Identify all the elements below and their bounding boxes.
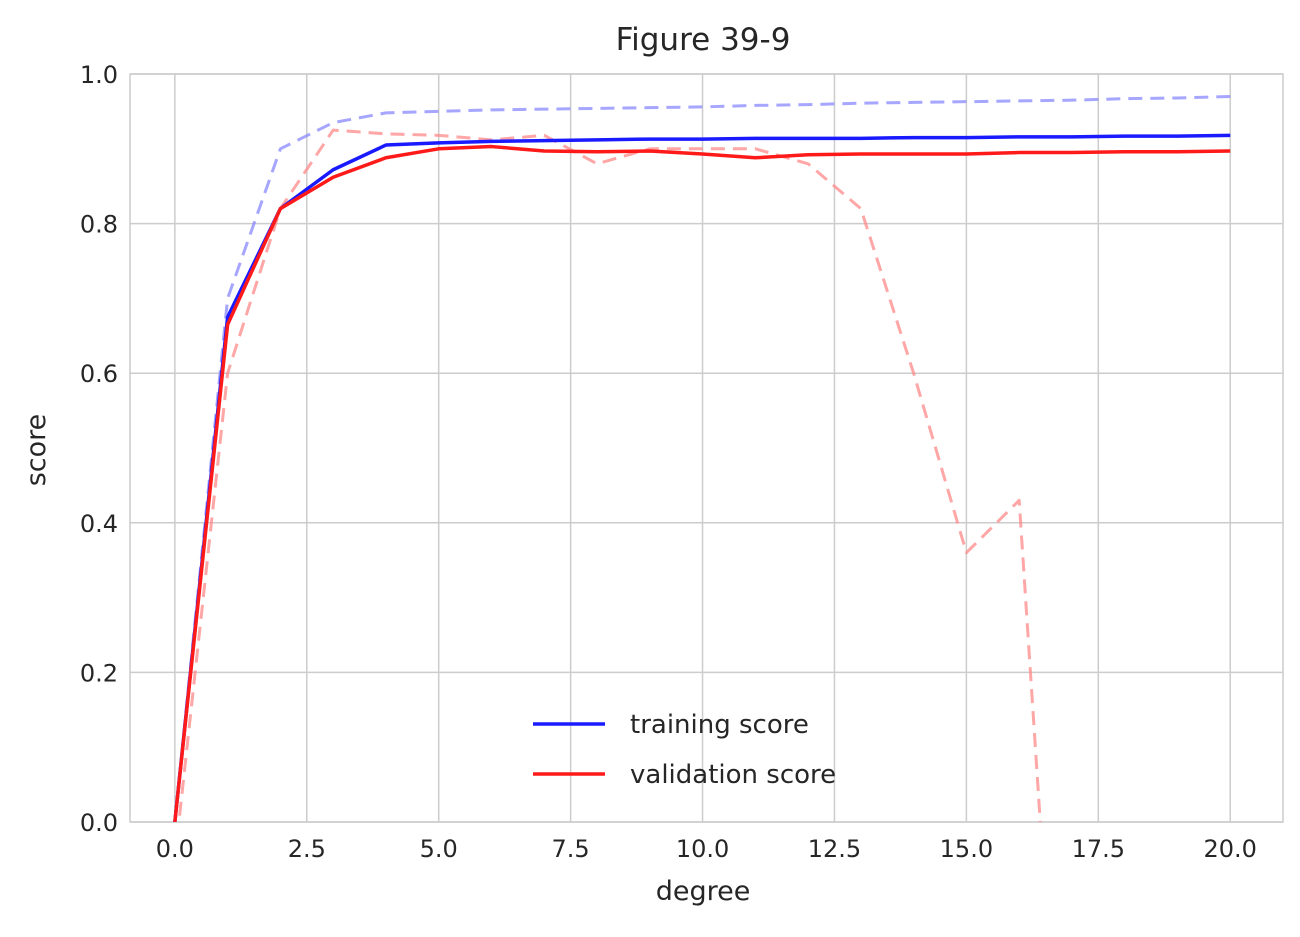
chart-title: Figure 39-9 — [616, 22, 791, 58]
series-line-validation-score — [173, 144, 1231, 822]
legend-label: validation score — [630, 760, 836, 790]
x-tick-label: 2.5 — [288, 835, 326, 863]
y-tick-label: 0.0 — [80, 809, 118, 837]
y-tick-label: 0.6 — [80, 360, 118, 388]
legend-entry: training score — [533, 710, 809, 740]
series-line-dashed-2 — [173, 94, 1231, 822]
x-axis-label: degree — [656, 876, 751, 907]
x-tick-label: 5.0 — [420, 835, 458, 863]
series-line-training-score — [173, 133, 1231, 822]
y-axis-label: score — [21, 414, 52, 487]
x-tick-label: 0.0 — [156, 835, 194, 863]
x-tick-label: 12.5 — [808, 835, 861, 863]
x-tick-label: 7.5 — [552, 835, 590, 863]
legend-label: training score — [630, 710, 809, 740]
plot-area-background — [130, 74, 1283, 822]
x-tick-label: 17.5 — [1072, 835, 1125, 863]
y-tick-label: 0.2 — [80, 659, 118, 687]
series-layer — [173, 94, 1231, 822]
x-tick-label: 10.0 — [676, 835, 729, 863]
y-tick-label: 0.8 — [80, 211, 118, 239]
legend-entry: validation score — [533, 760, 836, 790]
plot-area-frame — [129, 73, 1284, 823]
x-axis-ticks: 0.0 2.5 5.0 7.5 10.0 12.5 15.0 17.5 20.0 — [156, 835, 1257, 863]
y-axis-ticks: 0.0 0.2 0.4 0.6 0.8 1.0 — [80, 61, 118, 837]
legend: training score validation score — [533, 710, 836, 790]
y-tick-label: 0.4 — [80, 510, 118, 538]
x-tick-label: 15.0 — [940, 835, 993, 863]
x-tick-label: 20.0 — [1204, 835, 1257, 863]
y-tick-label: 1.0 — [80, 61, 118, 89]
